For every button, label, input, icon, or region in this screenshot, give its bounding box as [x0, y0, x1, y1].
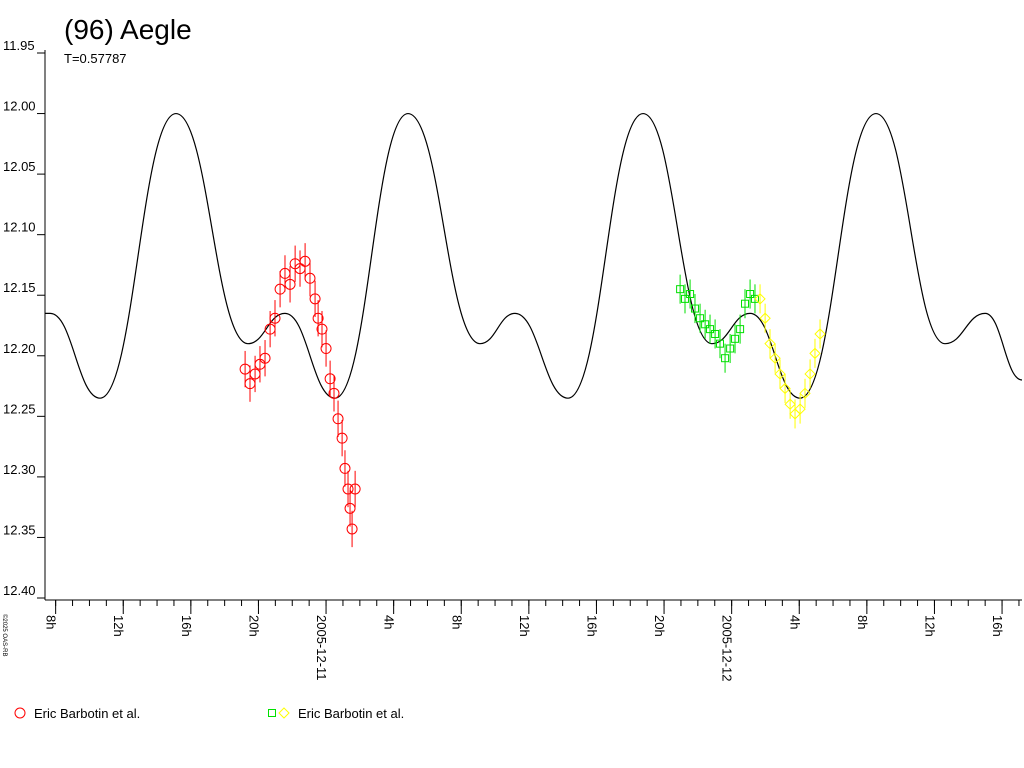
marker-square	[711, 329, 720, 338]
series	[239, 243, 361, 548]
x-tick-label: 12h	[111, 615, 126, 637]
marker-square	[676, 285, 685, 294]
marker-circle	[259, 352, 271, 364]
y-tick-label: 12.30	[3, 462, 36, 477]
marker-circle	[324, 373, 336, 385]
x-tick-label: 8h	[44, 615, 59, 629]
marker-square	[681, 294, 690, 303]
marker-diamond	[769, 352, 781, 364]
marker-circle	[339, 462, 351, 474]
marker-square	[686, 290, 695, 299]
marker-circle	[344, 502, 356, 514]
marker-diamond	[764, 337, 776, 350]
marker-square	[696, 314, 705, 323]
marker-circle	[342, 483, 354, 495]
marker-diamond	[278, 707, 290, 719]
x-tick-label: 12h	[517, 615, 532, 637]
marker-diamond	[754, 293, 766, 305]
x-tick-label: 20h	[652, 615, 667, 637]
y-tick-label: 11.95	[3, 38, 35, 53]
y-tick-label: 12.25	[3, 401, 36, 416]
marker-circle	[346, 523, 358, 535]
x-tick-label: 16h	[179, 615, 194, 637]
marker-diamond	[759, 312, 771, 324]
marker-square	[726, 344, 735, 353]
marker-diamond	[774, 368, 786, 380]
series	[676, 274, 759, 373]
marker-circle	[304, 272, 316, 284]
y-tick-label: 12.15	[3, 280, 36, 295]
marker-diamond	[784, 398, 796, 410]
marker-square	[746, 290, 755, 299]
x-tick-label: 4h	[382, 615, 397, 629]
y-tick-label: 12.05	[3, 159, 36, 174]
marker-circle	[309, 293, 321, 305]
marker-diamond	[809, 347, 821, 360]
marker-circle	[328, 387, 340, 399]
marker-circle	[336, 432, 348, 444]
marker-diamond	[799, 387, 811, 400]
marker-circle	[320, 343, 332, 355]
marker-diamond	[804, 368, 816, 380]
marker-diamond	[814, 328, 826, 340]
chart-subtitle: T=0.57787	[64, 51, 127, 66]
x-tick-label: 16h	[990, 615, 1005, 637]
marker-square	[715, 339, 724, 348]
marker-square	[736, 325, 745, 334]
marker-square	[731, 334, 740, 343]
x-tick-label: 12h	[922, 615, 937, 637]
marker-circle	[284, 278, 296, 290]
marker-square	[268, 709, 276, 717]
y-tick-label: 12.10	[3, 220, 36, 235]
credit: ©2025 OAS-RB	[1, 614, 8, 656]
model-line	[44, 112, 1023, 399]
x-tick-label: 20h	[246, 615, 261, 637]
y-tick-label: 12.40	[3, 583, 36, 598]
marker-square	[721, 354, 730, 363]
y-tick-label: 12.00	[3, 99, 36, 114]
marker-diamond	[779, 382, 791, 395]
series	[754, 284, 826, 429]
marker-diamond	[794, 403, 806, 415]
marker-circle	[312, 312, 324, 324]
marker-square	[706, 325, 715, 334]
marker-circle	[349, 483, 361, 495]
y-tick-label: 12.35	[3, 522, 36, 537]
x-tick-label: 4h	[787, 615, 802, 629]
marker-circle	[332, 413, 344, 425]
marker-square	[741, 299, 750, 308]
marker-square	[701, 320, 710, 329]
marker-circle	[14, 707, 26, 719]
x-tick-label: 16h	[584, 615, 599, 637]
marker-square	[750, 294, 759, 303]
legend-label: Eric Barbotin et al.	[34, 706, 140, 721]
marker-square	[690, 304, 699, 313]
legend-label: Eric Barbotin et al.	[298, 706, 404, 721]
x-tick-label: 2005-12-12	[720, 615, 735, 682]
x-tick-label: 8h	[449, 615, 464, 629]
y-tick-label: 12.20	[3, 341, 36, 356]
x-tick-label: 8h	[855, 615, 870, 629]
chart-title: (96) Aegle	[64, 14, 192, 45]
marker-circle	[269, 312, 281, 324]
marker-circle	[316, 323, 328, 335]
x-tick-label: 2005-12-11	[314, 615, 329, 681]
